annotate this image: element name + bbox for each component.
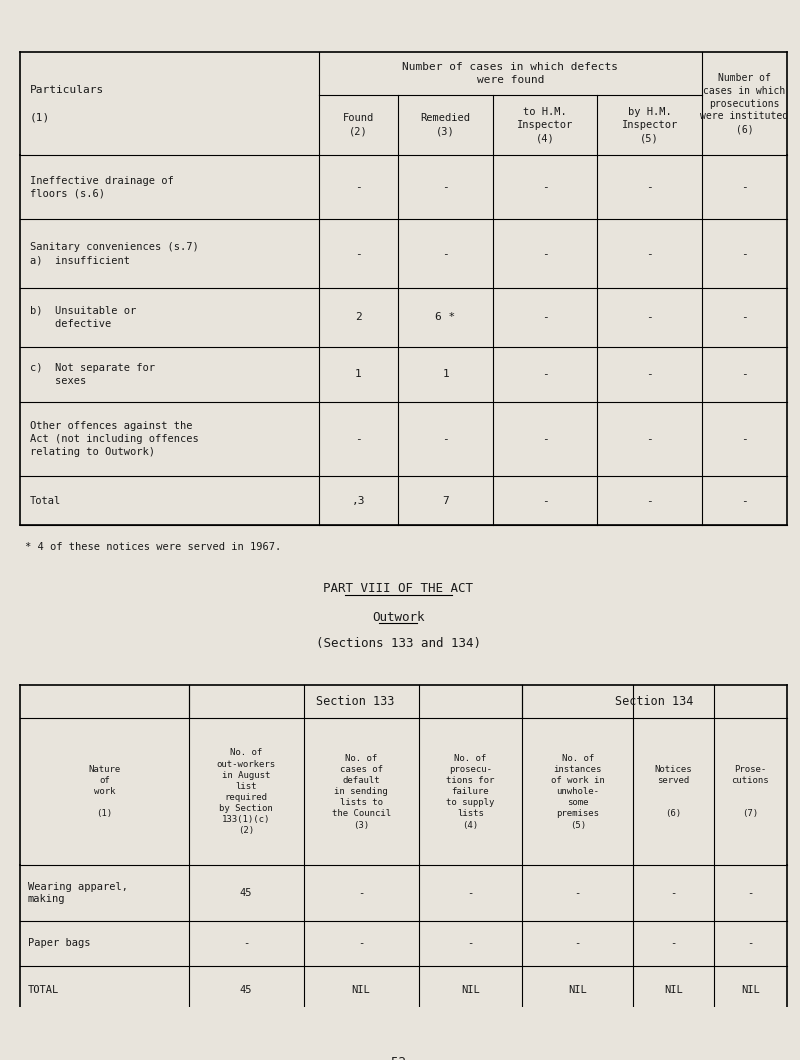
Text: -: - — [741, 369, 748, 379]
Text: -: - — [670, 888, 677, 898]
Text: Sanitary conveniences (s.7)
a)  insufficient: Sanitary conveniences (s.7) a) insuffici… — [30, 243, 198, 265]
Text: -: - — [442, 182, 449, 192]
Text: -: - — [646, 434, 653, 444]
Text: b)  Unsuitable or
    defective: b) Unsuitable or defective — [30, 306, 136, 329]
Text: Total: Total — [30, 496, 61, 506]
Text: TOTAL: TOTAL — [28, 985, 59, 995]
Text: -: - — [355, 434, 362, 444]
Text: -: - — [442, 249, 449, 259]
Text: -: - — [542, 434, 549, 444]
Text: No. of
cases of
default
in sending
lists to
the Council
(3): No. of cases of default in sending lists… — [331, 754, 390, 830]
Text: Found
(2): Found (2) — [343, 113, 374, 137]
Text: NIL: NIL — [741, 985, 760, 995]
Text: -: - — [358, 938, 364, 949]
Text: -: - — [355, 182, 362, 192]
Text: Wearing apparel,
making: Wearing apparel, making — [28, 882, 128, 904]
Text: -: - — [646, 496, 653, 506]
Text: 2: 2 — [355, 313, 362, 322]
Text: to H.M.
Inspector
(4): to H.M. Inspector (4) — [517, 107, 574, 143]
Text: -: - — [670, 938, 677, 949]
Text: -: - — [646, 369, 653, 379]
Text: No. of
prosecu-
tions for
failure
to supply
lists
(4): No. of prosecu- tions for failure to sup… — [446, 754, 494, 830]
Text: 6 *: 6 * — [435, 313, 456, 322]
Text: 7: 7 — [442, 496, 449, 506]
Text: 1: 1 — [442, 369, 449, 379]
Text: -: - — [467, 888, 474, 898]
Text: -: - — [542, 182, 549, 192]
Text: -: - — [442, 434, 449, 444]
Text: -: - — [358, 888, 364, 898]
Text: -: - — [741, 496, 748, 506]
Text: - 52 -: - 52 - — [376, 1057, 421, 1060]
Text: Section 133: Section 133 — [316, 695, 394, 708]
Text: ,3: ,3 — [352, 496, 366, 506]
Text: NIL: NIL — [352, 985, 370, 995]
Text: -: - — [741, 182, 748, 192]
Text: Particulars

(1): Particulars (1) — [30, 85, 104, 123]
Text: NIL: NIL — [568, 985, 587, 995]
Text: -: - — [467, 938, 474, 949]
Text: (Sections 133 and 134): (Sections 133 and 134) — [316, 637, 481, 651]
Text: NIL: NIL — [664, 985, 683, 995]
Text: Nature
of
work

(1): Nature of work (1) — [88, 765, 120, 818]
Text: Paper bags: Paper bags — [28, 938, 90, 949]
Text: 45: 45 — [240, 985, 252, 995]
Text: -: - — [542, 369, 549, 379]
Text: Other offences against the
Act (not including offences
relating to Outwork): Other offences against the Act (not incl… — [30, 421, 198, 457]
Text: -: - — [741, 434, 748, 444]
Text: Prose-
cutions


(7): Prose- cutions (7) — [731, 765, 769, 818]
Text: No. of
instances
of work in
unwhole-
some
premises
(5): No. of instances of work in unwhole- som… — [551, 754, 605, 830]
Text: Section 134: Section 134 — [615, 695, 694, 708]
Text: by H.M.
Inspector
(5): by H.M. Inspector (5) — [622, 107, 678, 143]
Text: -: - — [747, 938, 754, 949]
Text: c)  Not separate for
    sexes: c) Not separate for sexes — [30, 363, 155, 386]
Text: Number of
cases in which
prosecutions
were instituted
(6): Number of cases in which prosecutions we… — [700, 73, 789, 135]
Text: -: - — [646, 249, 653, 259]
Text: -: - — [646, 313, 653, 322]
Text: -: - — [574, 888, 581, 898]
Text: -: - — [355, 249, 362, 259]
Text: 45: 45 — [240, 888, 252, 898]
Text: PART VIII OF THE ACT: PART VIII OF THE ACT — [323, 582, 474, 596]
Text: Remedied
(3): Remedied (3) — [421, 113, 470, 137]
Text: -: - — [542, 313, 549, 322]
Text: NIL: NIL — [461, 985, 480, 995]
Text: -: - — [542, 496, 549, 506]
Text: -: - — [741, 313, 748, 322]
Text: -: - — [574, 938, 581, 949]
Text: -: - — [243, 938, 250, 949]
Text: Outwork: Outwork — [372, 611, 425, 624]
Text: Notices
served


(6): Notices served (6) — [654, 765, 692, 818]
Text: Ineffective drainage of
floors (s.6): Ineffective drainage of floors (s.6) — [30, 176, 174, 198]
Text: -: - — [542, 249, 549, 259]
Text: Number of cases in which defects
were found: Number of cases in which defects were fo… — [402, 63, 618, 85]
Text: No. of
out-workers
in August
list
required
by Section
133(1)(c)
(2): No. of out-workers in August list requir… — [217, 748, 276, 835]
Text: * 4 of these notices were served in 1967.: * 4 of these notices were served in 1967… — [25, 543, 281, 552]
Text: -: - — [741, 249, 748, 259]
Text: 1: 1 — [355, 369, 362, 379]
Text: -: - — [747, 888, 754, 898]
Text: -: - — [646, 182, 653, 192]
